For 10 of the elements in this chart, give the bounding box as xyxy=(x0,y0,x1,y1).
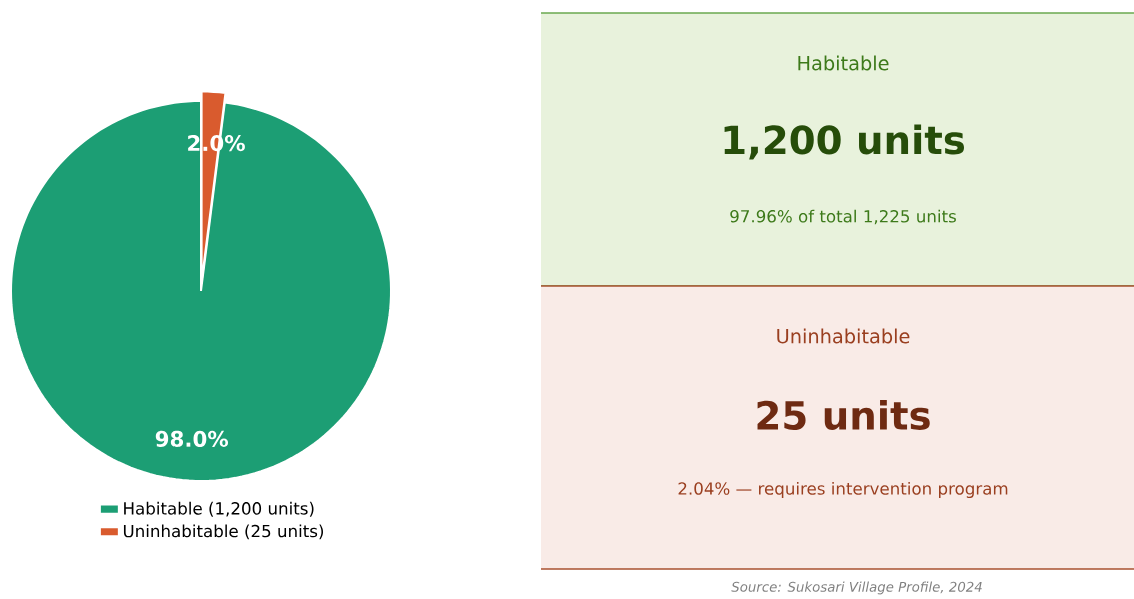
data-label: 98.0% xyxy=(155,430,229,447)
text: Source: Sukosari Village Profile, 2024 xyxy=(731,581,982,595)
legend-label: Habitable (1,200 units) xyxy=(124,501,314,517)
text: 2.04% — requires intervention program xyxy=(678,481,1008,499)
text: 25 units xyxy=(757,400,930,430)
text: Uninhabitable xyxy=(777,328,910,344)
text: 1,200 units xyxy=(724,124,964,160)
text: 97.96% of total 1,225 units xyxy=(730,209,956,225)
legend-label: Uninhabitable (25 units) xyxy=(123,524,324,540)
text: Habitable xyxy=(798,55,889,71)
